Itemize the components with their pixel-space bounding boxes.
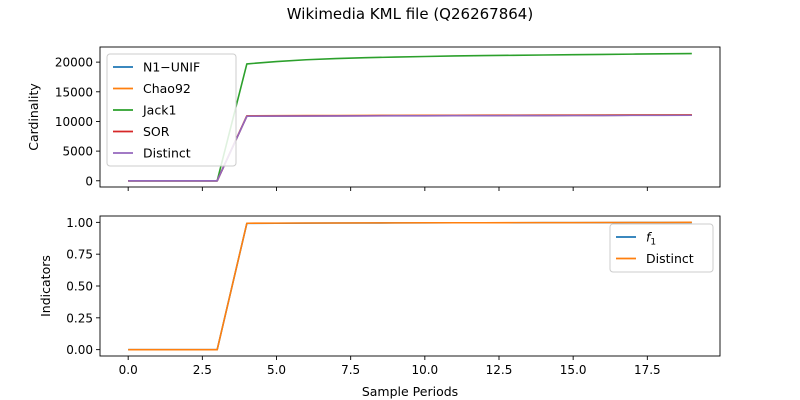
- x-tick-label: 15.0: [560, 363, 587, 377]
- series-line-cardinality-4: [128, 114, 692, 182]
- legend-label: Distinct: [646, 251, 694, 266]
- legend: f1 Distinct: [609, 223, 714, 273]
- x-tick-label: 12.5: [486, 363, 513, 377]
- y-tick-label: 0.50: [66, 280, 93, 294]
- y-tick-label: 5000: [62, 145, 93, 159]
- y-tick-label: 10000: [55, 115, 93, 129]
- series-line-indicator-1: [128, 221, 692, 351]
- legend-label: Distinct: [143, 146, 191, 161]
- axes-frame: [99, 46, 721, 188]
- cardinality-axes: 0 5000 10000 15000 20000 Cardinality N1−UNIF Ch…: [26, 46, 721, 191]
- y-tick-label: 0.25: [66, 311, 93, 325]
- series-line-indicator-0: [128, 221, 692, 351]
- legend: N1−UNIF Chao92 Jack1 SOR Distinct: [106, 53, 237, 167]
- y-tick-label: 15000: [55, 85, 93, 99]
- x-tick-label: 5.0: [267, 363, 286, 377]
- legend-label: f1: [646, 230, 656, 248]
- x-axis-label: Sample Periods: [362, 384, 458, 399]
- y-axis-label: Cardinality: [26, 83, 41, 151]
- x-tick-label: 10.0: [411, 363, 438, 377]
- y-tick-label: 0: [85, 174, 93, 188]
- figure-title: Wikimedia KML file (Q26267864): [287, 5, 533, 23]
- x-tick-label: 2.5: [193, 363, 212, 377]
- legend-label: Jack1: [142, 103, 176, 118]
- y-tick-label: 0.00: [66, 343, 93, 357]
- legend-label-main: f: [646, 230, 652, 245]
- legend-frame: [609, 223, 714, 273]
- legend-label: SOR: [143, 124, 170, 139]
- y-tick-label: 20000: [55, 56, 93, 70]
- legend-label-subscript: 1: [650, 238, 656, 248]
- indicators-axes: 0.0 2.5 5.0 7.5 10.0 12.5 15.0 17.5 0.00 0.25 0.50…: [38, 215, 721, 399]
- legend-frame: [106, 53, 237, 167]
- x-tick-label: 17.5: [634, 363, 661, 377]
- x-tick-label: 0.0: [119, 363, 138, 377]
- legend-label: Chao92: [143, 81, 191, 96]
- y-tick-label: 1.00: [66, 216, 93, 230]
- y-axis-label: Indicators: [38, 255, 53, 317]
- x-tick-label: 7.5: [341, 363, 360, 377]
- legend-label: N1−UNIF: [143, 60, 200, 75]
- y-tick-label: 0.75: [66, 248, 93, 262]
